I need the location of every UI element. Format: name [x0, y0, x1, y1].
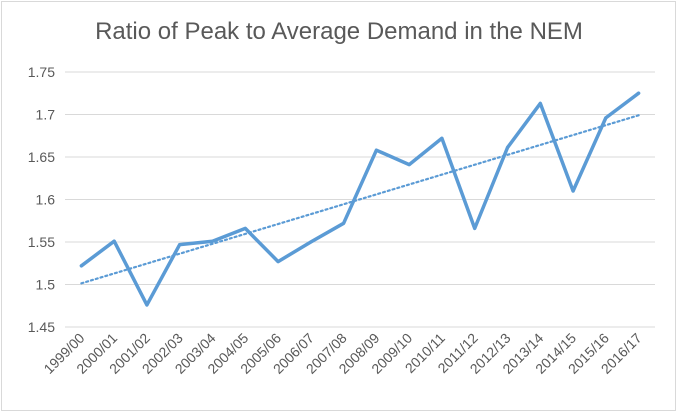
- x-tick-labels: 1999/002000/012001/022002/032003/042004/…: [40, 330, 644, 377]
- data-point: [79, 264, 83, 268]
- y-tick-label: 1.7: [36, 107, 56, 123]
- data-point: [571, 189, 575, 193]
- series-line: [79, 91, 641, 307]
- data-point: [309, 240, 313, 244]
- y-tick-label: 1.75: [28, 64, 55, 80]
- y-tick-label: 1.65: [28, 149, 55, 165]
- series-group: [79, 91, 641, 307]
- chart-title: Ratio of Peak to Average Demand in the N…: [95, 18, 583, 45]
- data-point: [440, 136, 444, 140]
- data-point: [637, 91, 641, 95]
- data-point: [374, 148, 378, 152]
- y-tick-labels: 1.45 1.5 1.55 1.6 1.65 1.7 1.75: [28, 64, 55, 335]
- data-point: [407, 163, 411, 167]
- y-tick-label: 1.5: [36, 277, 56, 293]
- y-tick-label: 1.45: [28, 319, 55, 335]
- data-point: [211, 239, 214, 243]
- data-point: [538, 101, 542, 105]
- y-tick-label: 1.55: [28, 234, 55, 250]
- data-point: [178, 243, 182, 247]
- data-point: [276, 260, 280, 264]
- data-point: [473, 226, 477, 230]
- gridlines: [65, 71, 655, 328]
- data-point: [604, 116, 608, 120]
- y-tick-label: 1.6: [36, 192, 56, 208]
- data-point: [145, 303, 149, 307]
- data-point: [243, 226, 247, 230]
- data-point: [112, 239, 116, 243]
- data-point: [506, 146, 509, 150]
- data-point: [342, 221, 346, 225]
